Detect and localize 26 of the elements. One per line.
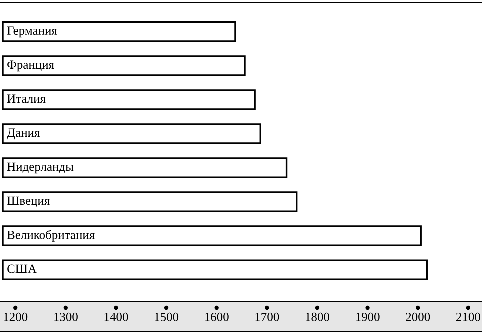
bar xyxy=(2,158,288,178)
x-tick-label: 2100 xyxy=(456,312,480,322)
x-tick-label: 1200 xyxy=(4,312,28,322)
x-tick-label: 1500 xyxy=(155,312,179,322)
y-tick-label: Нидерланды xyxy=(7,162,74,174)
y-tick-label: Франция xyxy=(8,60,54,72)
y-tick-label: США xyxy=(8,264,37,274)
bar xyxy=(2,22,236,42)
x-tick-label: 1400 xyxy=(104,312,128,322)
bar xyxy=(2,260,428,280)
x-tick-label: 1600 xyxy=(205,312,229,322)
bar xyxy=(2,192,298,212)
y-tick-label: Великобритания xyxy=(7,230,95,242)
y-tick-label: Швеция xyxy=(7,196,50,208)
bar xyxy=(2,124,262,144)
x-tick-label: 2000 xyxy=(406,312,430,322)
bar xyxy=(2,56,246,76)
x-tick-label: 1700 xyxy=(256,312,280,322)
x-tick-label: 1300 xyxy=(54,312,78,322)
x-tick-label: 1800 xyxy=(306,312,330,322)
bar xyxy=(2,226,422,246)
y-tick-label: Дания xyxy=(7,128,40,140)
y-tick-label: Германия xyxy=(7,26,58,38)
bar xyxy=(2,90,256,110)
y-tick-label: Италия xyxy=(7,94,46,104)
x-tick-label: 1900 xyxy=(356,312,380,322)
